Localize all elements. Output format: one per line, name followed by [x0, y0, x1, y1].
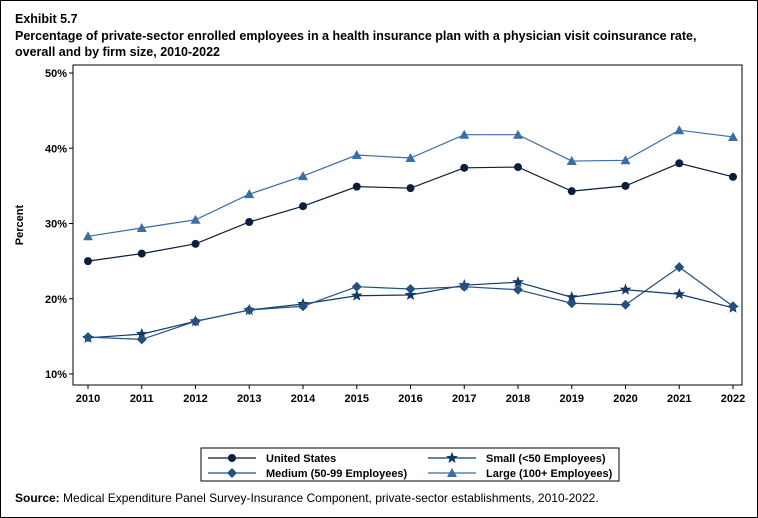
data-point-united-states	[352, 182, 361, 191]
legend-label: United States	[266, 453, 336, 465]
series-line-medium-50-99-employees	[87, 266, 734, 340]
data-point-small-50-employees	[619, 283, 632, 295]
data-point-small-50-employees	[673, 288, 686, 300]
data-point-large-100-employees	[674, 125, 685, 135]
legend-marker-circle	[228, 454, 236, 462]
y-tick-label: 10%	[45, 369, 67, 381]
source-text: Medical Expenditure Panel Survey-Insuran…	[63, 491, 599, 505]
source-note: Source: Medical Expenditure Panel Survey…	[15, 491, 599, 505]
series-united-states	[84, 159, 737, 266]
plot-area	[72, 64, 743, 386]
legend-marker-star	[446, 451, 458, 463]
data-point-medium-50-99-employees	[674, 262, 685, 273]
data-point-small-50-employees	[404, 288, 417, 300]
legend: United States Small (<50 Employees) Medium…	[200, 447, 620, 482]
data-point-united-states	[460, 163, 469, 172]
legend-marker-diamond	[227, 468, 237, 478]
x-tick-label: 2021	[667, 393, 691, 405]
data-point-large-100-employees	[728, 131, 738, 141]
x-tick-label: 2012	[183, 393, 207, 405]
legend-label: Medium (50-99 Employees)	[266, 468, 408, 480]
data-point-large-100-employees	[405, 153, 416, 163]
data-point-united-states	[514, 163, 522, 172]
data-point-medium-50-99-employees	[620, 299, 631, 310]
y-axis-label: Percent	[14, 204, 26, 245]
data-point-large-100-employees	[244, 189, 255, 199]
x-tick-label: 2014	[291, 393, 316, 405]
data-point-large-100-employees	[459, 129, 470, 139]
data-point-medium-50-99-employees	[566, 298, 577, 309]
data-point-united-states	[84, 257, 92, 266]
data-point-medium-50-99-employees	[298, 301, 308, 312]
exhibit-number: Exhibit 5.7	[15, 12, 78, 26]
data-point-medium-50-99-employees	[83, 332, 93, 343]
y-tick-label: 40%	[45, 143, 67, 155]
data-point-united-states	[299, 202, 307, 211]
data-point-medium-50-99-employees	[351, 281, 362, 292]
y-tick-label: 30%	[45, 219, 67, 231]
data-point-united-states	[191, 239, 200, 248]
data-point-medium-50-99-employees	[728, 301, 738, 312]
series-large-100-employees	[83, 125, 738, 241]
x-tick-label: 2016	[398, 393, 422, 405]
data-point-medium-50-99-employees	[244, 305, 255, 316]
data-point-large-100-employees	[190, 214, 201, 224]
data-point-large-100-employees	[513, 129, 523, 139]
data-point-medium-50-99-employees	[405, 283, 416, 294]
x-tick-label: 2019	[560, 393, 584, 405]
data-point-united-states	[729, 172, 737, 181]
data-point-medium-50-99-employees	[136, 334, 147, 345]
x-tick-label: 2015	[345, 393, 369, 405]
data-point-medium-50-99-employees	[513, 284, 523, 295]
data-point-medium-50-99-employees	[190, 316, 201, 327]
data-point-united-states	[406, 184, 415, 193]
x-tick-label: 2017	[452, 393, 476, 405]
source-label: Source:	[15, 491, 60, 505]
legend-marker-triangle	[447, 468, 457, 477]
series-medium-50-99-employees	[83, 262, 738, 345]
data-point-united-states	[245, 217, 254, 226]
line-chart: 10% 20% 30% 40% 50% 2010 2011 2012 2013 2014 2015 2…	[14, 64, 745, 482]
data-point-large-100-employees	[566, 156, 577, 166]
data-point-united-states	[137, 249, 146, 258]
x-tick-label: 2010	[76, 393, 100, 405]
data-point-united-states	[675, 159, 684, 168]
data-point-small-50-employees	[135, 327, 148, 340]
data-point-united-states	[621, 181, 630, 190]
x-tick-label: 2020	[613, 393, 637, 405]
y-tick-label: 20%	[45, 294, 67, 306]
x-tick-label: 2011	[130, 393, 154, 405]
series-line-large-100-employees	[87, 129, 734, 237]
data-point-small-50-employees	[565, 291, 578, 303]
data-point-large-100-employees	[620, 155, 631, 165]
x-tick-label: 2013	[237, 393, 261, 405]
legend-label: Large (100+ Employees)	[486, 468, 613, 480]
data-point-large-100-employees	[351, 150, 362, 160]
legend-box	[200, 447, 620, 482]
data-point-large-100-employees	[136, 223, 147, 233]
x-tick-label: 2018	[506, 393, 530, 405]
data-point-small-50-employees	[512, 276, 524, 288]
legend-label: Small (<50 Employees)	[486, 453, 606, 465]
y-tick-label: 50%	[45, 68, 67, 80]
data-point-large-100-employees	[298, 171, 308, 181]
series-line-united-states	[87, 162, 734, 262]
x-tick-label: 2022	[721, 393, 745, 405]
data-point-united-states	[567, 187, 576, 196]
data-point-large-100-employees	[83, 231, 93, 241]
data-point-small-50-employees	[350, 289, 363, 301]
chart-title: Percentage of private-sector enrolled em…	[15, 29, 697, 59]
data-point-medium-50-99-employees	[459, 281, 470, 292]
